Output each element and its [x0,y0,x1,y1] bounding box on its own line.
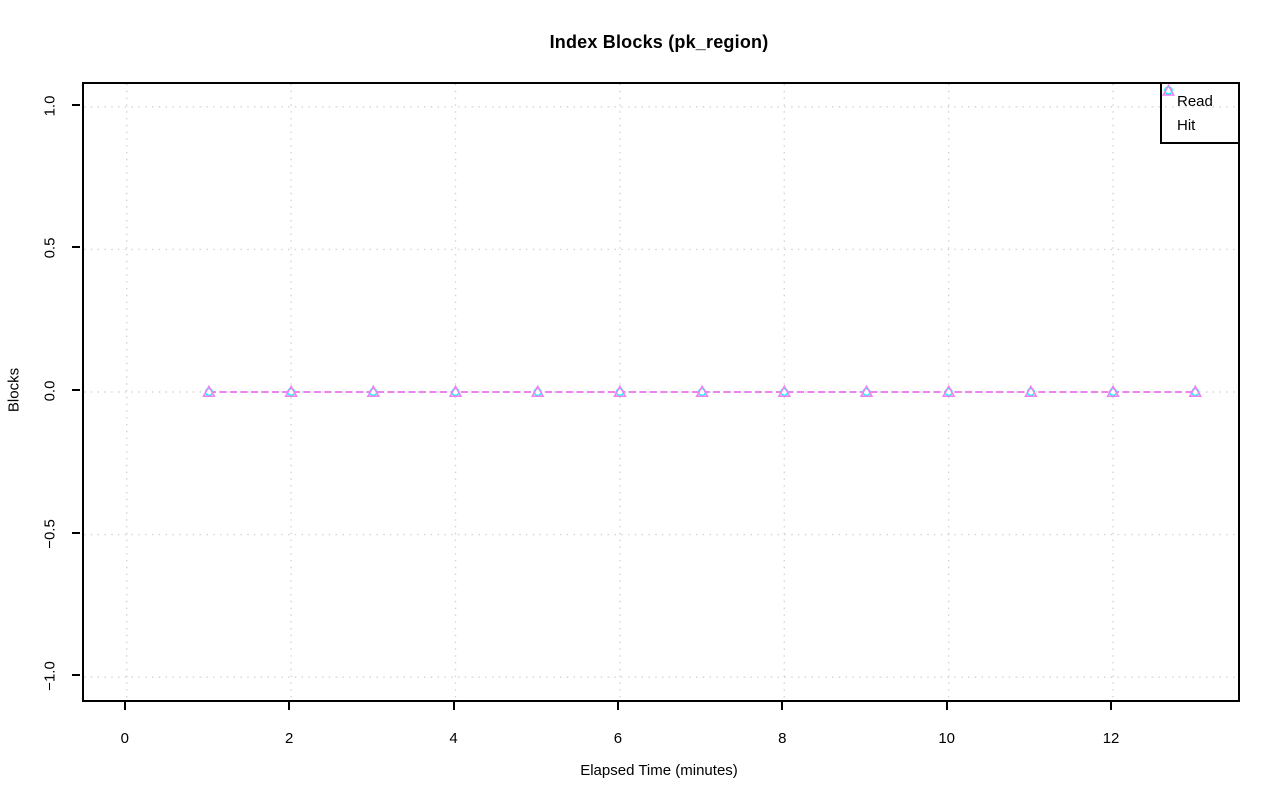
legend-label: Hit [1177,116,1196,134]
y-tick-mark [72,246,80,249]
x-tick-mark [288,702,291,710]
y-tick-mark [72,389,80,391]
marker-triangle-hit [777,384,792,398]
marker-triangle-hit [202,384,216,398]
plot-canvas [84,84,1238,700]
x-tick-label: 4 [449,730,458,747]
y-tick-mark [72,103,80,106]
x-tick-mark [123,702,126,710]
legend-label: Read [1177,92,1213,110]
y-tick-label-text: 0.5 [41,237,59,259]
legend-triangle-icon [1162,84,1175,96]
x-tick-mark [1110,702,1113,710]
marker-triangle-hit [530,384,545,398]
marker-triangle-hit [1188,384,1203,398]
y-axis-label-text: Blocks [5,367,23,413]
x-tick-label: 6 [613,730,623,747]
x-tick-label: 10 [938,730,956,747]
x-tick-mark [781,702,784,710]
legend-item-hit: Hit [1162,84,1238,137]
x-tick-mark [616,702,619,710]
marker-triangle-hit [448,384,463,398]
marker-triangle-hit [1106,384,1120,398]
plot-area: Read Hit [82,82,1240,702]
y-tick-label-text: 1.0 [41,95,59,117]
legend: Read Hit [1160,82,1240,144]
marker-triangle-hit [695,384,709,398]
x-tick-label: 2 [284,730,294,747]
x-tick-label: 0 [120,730,129,747]
chart-title: Index Blocks (pk_region) [549,32,769,52]
marker-triangle-hit [1024,384,1038,398]
marker-triangle-hit [284,384,298,398]
x-axis-label: Elapsed Time (minutes) [580,762,738,779]
y-tick-mark [72,674,80,677]
y-tick-label-text: −1.0 [41,661,59,691]
x-tick-mark [452,702,455,710]
y-tick-mark [72,531,80,534]
marker-triangle-hit [613,384,627,398]
y-tick-label-text: −0.5 [41,518,59,549]
marker-triangle-hit [366,384,381,398]
y-tick-label-text: 0.0 [41,380,59,402]
x-tick-label: 8 [778,730,787,747]
marker-triangle-hit [859,384,874,398]
x-tick-label: 12 [1102,730,1120,747]
marker-triangle-hit [941,384,956,398]
x-tick-mark [945,702,948,710]
